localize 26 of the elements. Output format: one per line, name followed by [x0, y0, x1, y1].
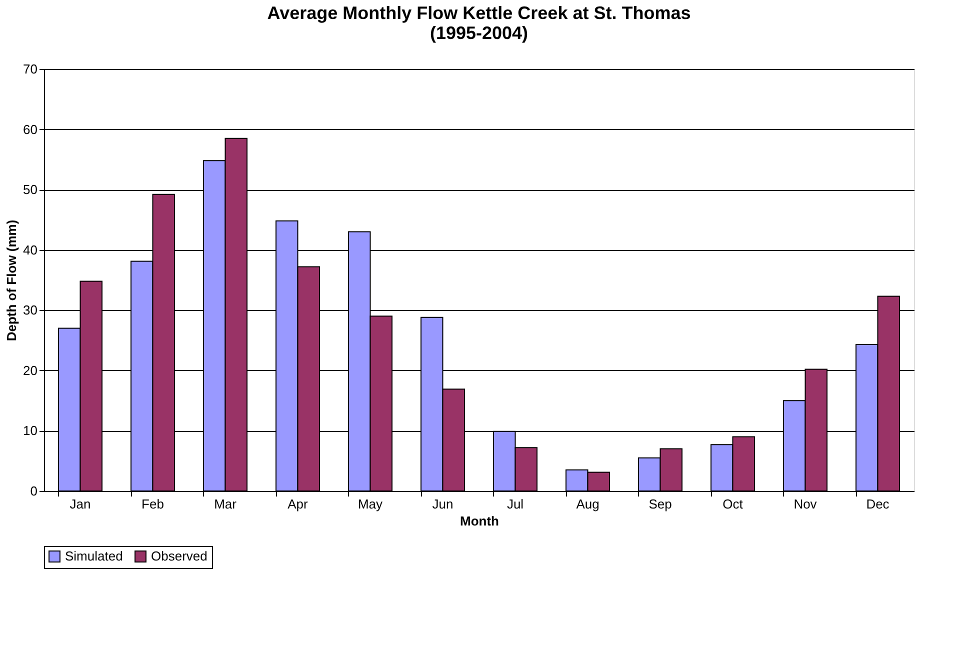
y-tick-label: 40 [23, 242, 38, 258]
x-tick-label: Sep [648, 496, 672, 512]
x-tick-label: Oct [722, 496, 744, 512]
x-tick-label: Aug [576, 496, 600, 512]
y-axis-title: Depth of Flow (mm) [4, 220, 20, 342]
x-tick-label: Feb [142, 496, 164, 512]
y-tick-label: 20 [23, 362, 38, 378]
x-tick-label: Jan [70, 496, 91, 512]
y-tick-label: 70 [23, 62, 38, 76]
y-tick-label: 60 [23, 122, 38, 137]
y-tick-label: 50 [23, 182, 38, 198]
x-axis-title: Month [460, 514, 500, 528]
x-tick-label: Dec [866, 496, 890, 512]
x-tick-label: Mar [214, 496, 238, 512]
y-tick-label: 10 [23, 423, 38, 438]
x-tick-label: Jul [506, 496, 524, 512]
legend-label: Simulated [65, 548, 123, 564]
x-tick-label: May [358, 496, 384, 512]
x-tick-label: Apr [288, 496, 309, 512]
x-tick-label: Nov [794, 496, 818, 512]
legend-label: Observed [151, 548, 208, 564]
x-tick-label: Jun [432, 496, 454, 512]
chart-subtitle: (1995-2004) [430, 23, 528, 43]
chart-title: Average Monthly Flow Kettle Creek at St. Thomas [267, 3, 691, 23]
y-tick-label: 0 [30, 484, 38, 498]
y-tick-label: 30 [23, 302, 38, 318]
